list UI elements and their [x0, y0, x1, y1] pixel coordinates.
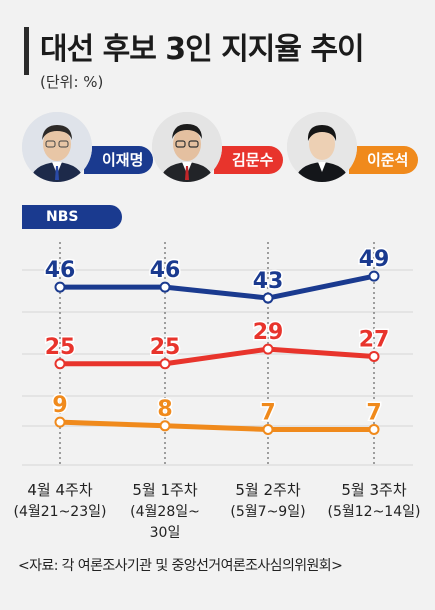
data-label: 25: [45, 335, 76, 360]
data-label: 7: [366, 400, 381, 425]
title-accent-bar: [24, 27, 29, 75]
source-footnote: <자료: 각 여론조사기관 및 중앙선거여론조사심의위원회>: [18, 558, 343, 574]
x-tick-label: (5월7~9일): [230, 504, 305, 520]
data-label: 29: [253, 320, 284, 345]
x-tick-label: 5월 3주차: [341, 481, 406, 499]
data-label: 7: [260, 400, 275, 425]
data-point: [262, 292, 274, 304]
x-tick-label: (4월28일~: [130, 504, 200, 520]
data-point: [159, 281, 171, 293]
data-point: [262, 423, 274, 435]
data-label: 9: [52, 393, 67, 418]
source-badge: NBS: [22, 205, 122, 229]
data-label: 27: [359, 327, 390, 352]
data-label: 25: [150, 335, 181, 360]
candidate-name-tag: 이재명: [84, 146, 154, 174]
candidate-photo: [287, 112, 357, 182]
x-tick-label: 5월 2주차: [235, 481, 300, 499]
x-tick-label: 30일: [150, 525, 181, 541]
data-point: [368, 270, 380, 282]
data-point: [368, 350, 380, 362]
x-tick-label: 5월 1주차: [132, 481, 197, 499]
x-tick-label: (4월21~23일): [14, 504, 107, 520]
series-line: [57, 346, 377, 367]
data-label: 49: [359, 247, 390, 272]
data-point: [159, 420, 171, 432]
data-point: [159, 358, 171, 370]
data-label: 8: [157, 397, 172, 422]
data-label: 46: [150, 258, 181, 283]
data-point: [262, 343, 274, 355]
candidate-photo: [22, 112, 92, 182]
data-label: 46: [45, 258, 76, 283]
unit-label: (단위: %): [40, 73, 104, 91]
candidate-name-tag: 이준석: [349, 146, 419, 174]
data-label: 43: [253, 269, 284, 294]
chart-title: 대선 후보 3인 지지율 추이: [40, 32, 365, 67]
series-line: [57, 273, 377, 301]
series-line: [57, 419, 377, 432]
data-point: [54, 358, 66, 370]
data-point: [54, 281, 66, 293]
data-point: [368, 423, 380, 435]
data-point: [54, 416, 66, 428]
x-tick-label: 4월 4주차: [27, 481, 92, 499]
candidate-name-tag: 김문수: [214, 146, 284, 174]
x-tick-label: (5월12~14일): [328, 504, 421, 520]
candidate-photo: [152, 112, 222, 182]
